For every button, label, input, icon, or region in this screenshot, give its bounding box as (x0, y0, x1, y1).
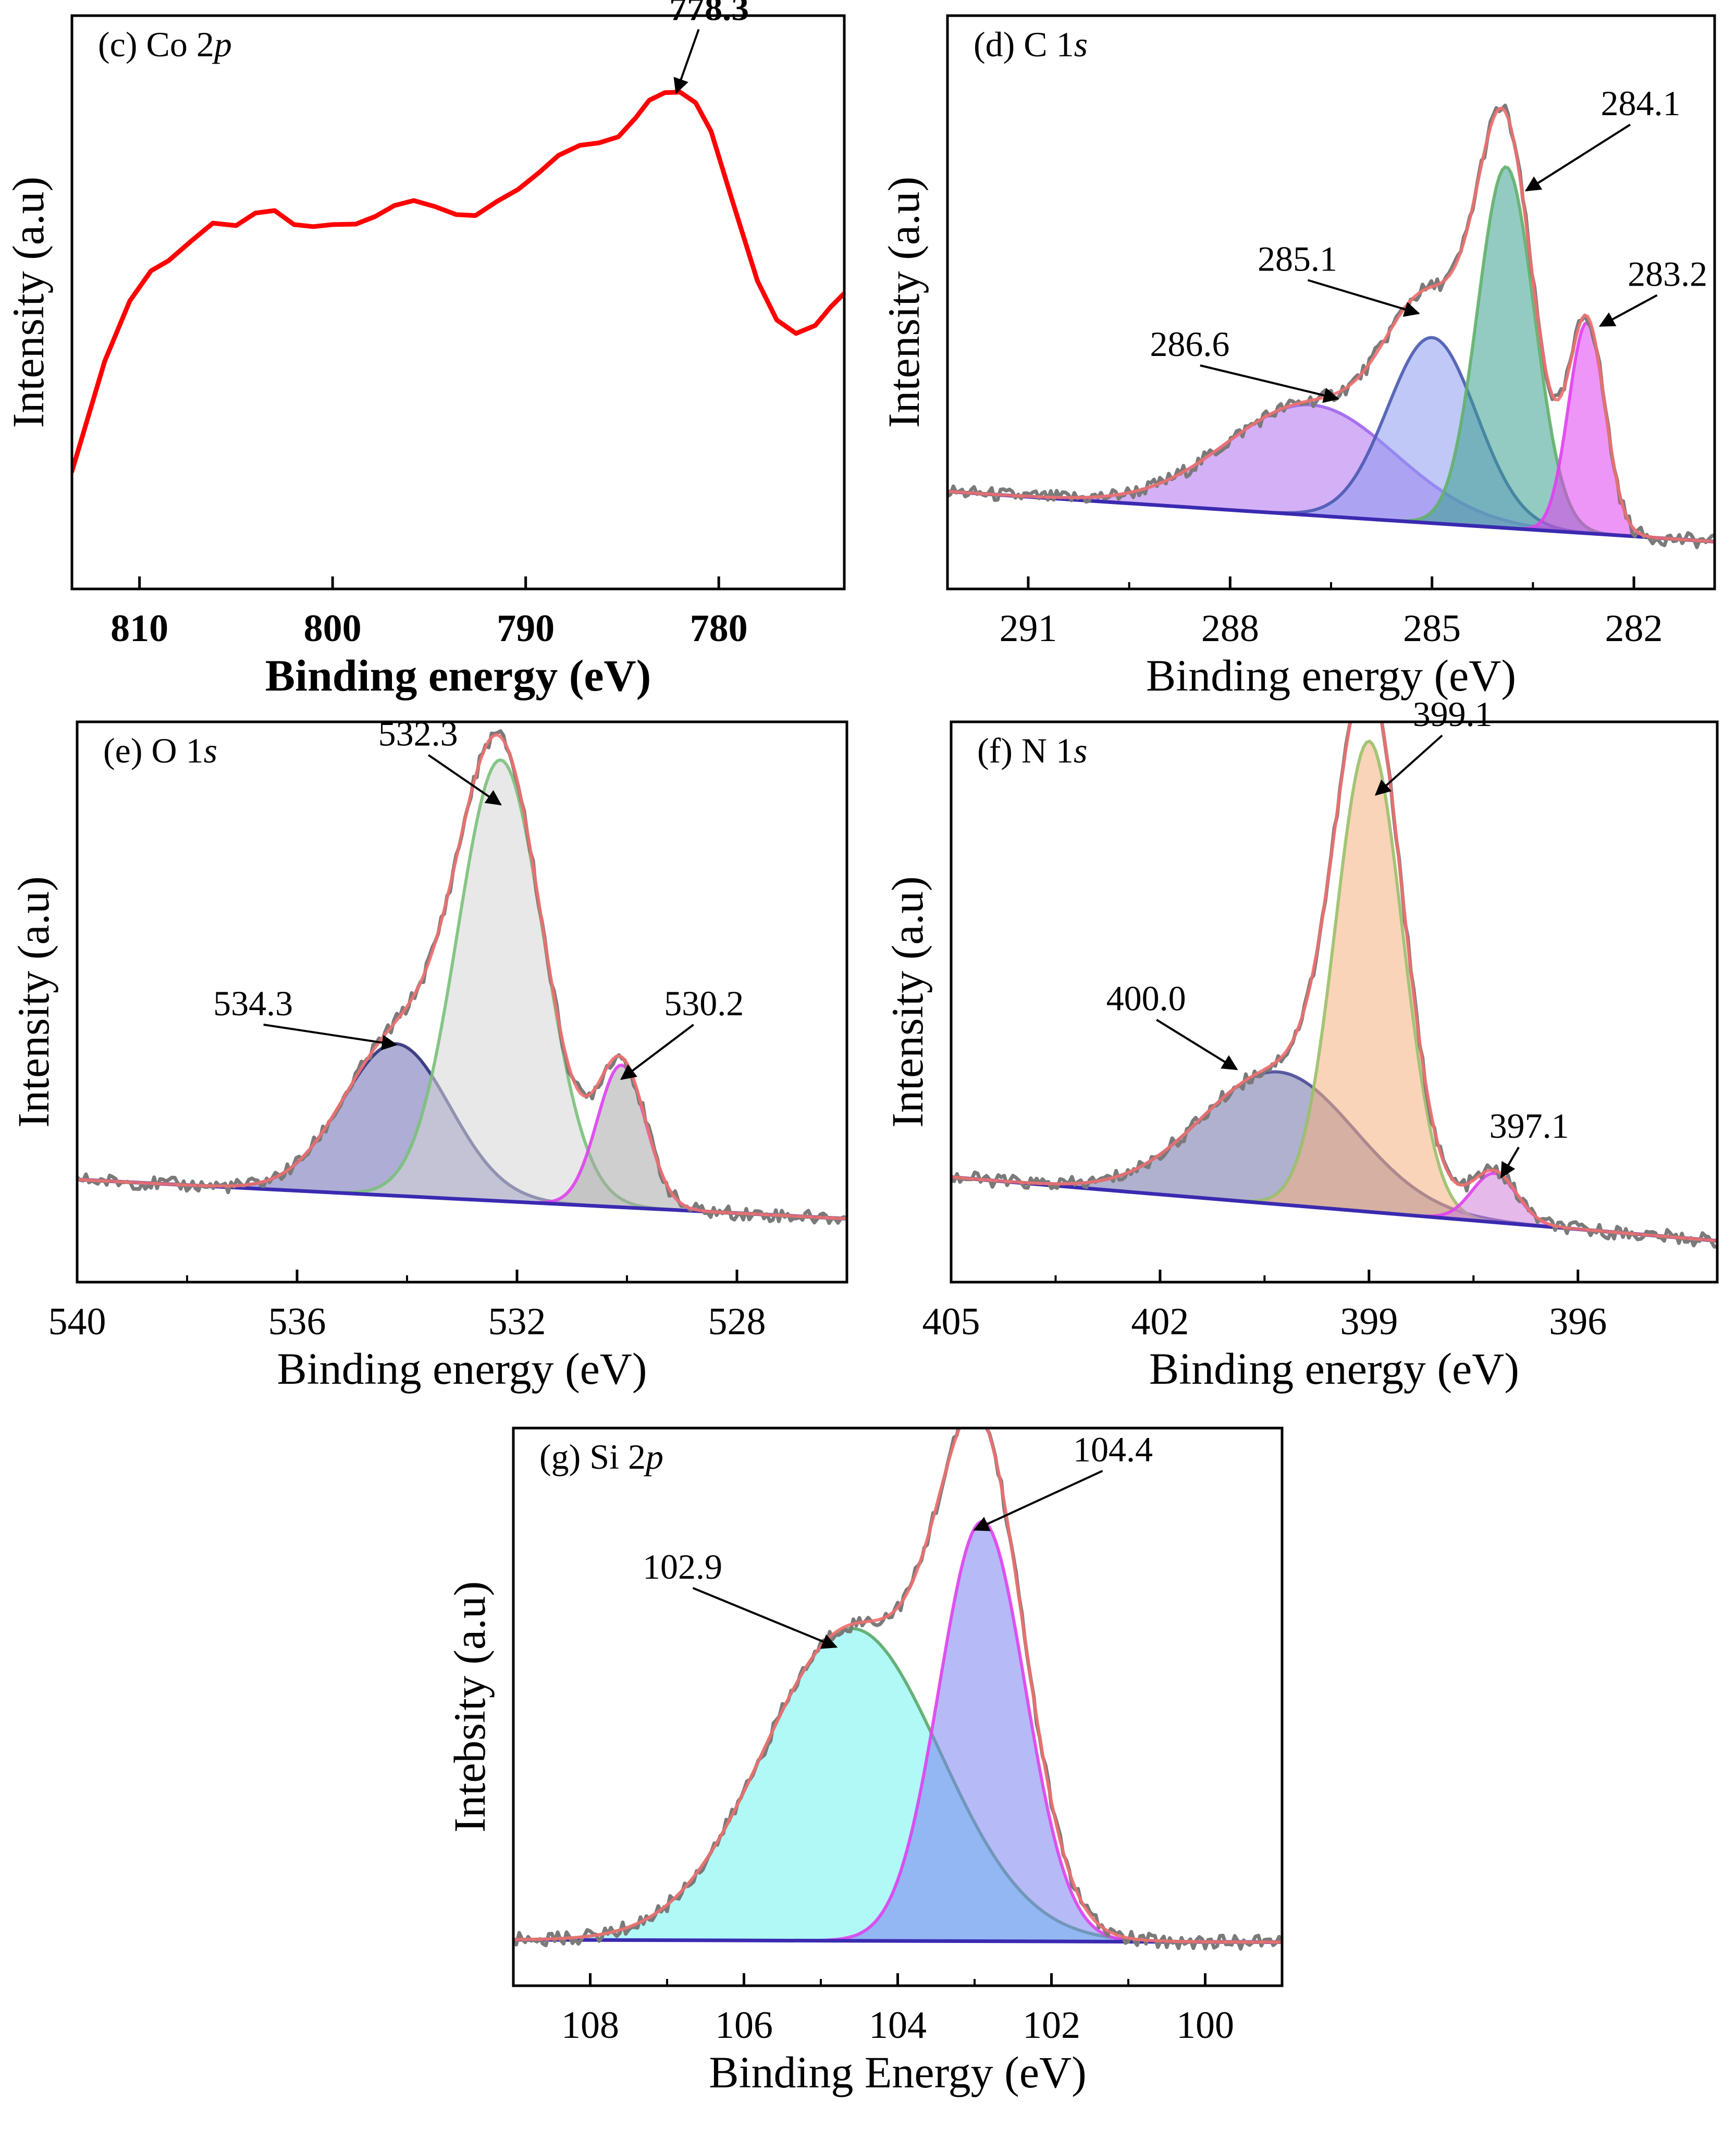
peak-label: 104.4 (1073, 1430, 1153, 1469)
plot-area (72, 90, 844, 474)
y-axis-label: Intensity (a.u) (8, 876, 58, 1127)
x-tick-label: 536 (268, 1300, 326, 1343)
x-axis-label: Binding energy (eV) (265, 650, 651, 700)
panel-title-main: (g) Si 2 (539, 1437, 646, 1477)
peak-label: 530.2 (664, 983, 744, 1023)
annotation-arrow (692, 1587, 838, 1649)
peak-label: 400.0 (1106, 979, 1186, 1018)
x-tick-label: 540 (48, 1300, 106, 1343)
background-line (947, 489, 1715, 544)
x-tick-label: 396 (1549, 1300, 1607, 1343)
panel-c: 810 800 790 780 Binding energy (eV) Intensity… (3, 0, 846, 700)
panel-title-orbital: s (1074, 731, 1087, 770)
panel-title-orbital: s (204, 731, 217, 770)
annotation-arrow (1307, 279, 1420, 317)
y-axis-label: Intensity (a.u) (879, 177, 929, 428)
plot-area (77, 729, 847, 1225)
peak-fill-1 (77, 760, 847, 1219)
x-tick-label: 104 (869, 2004, 927, 2047)
x-tick-label: 291 (999, 607, 1057, 650)
series-line (72, 90, 844, 474)
x-tick-label: 405 (922, 1300, 980, 1343)
x-axis-label: Binding energy (eV) (1146, 650, 1516, 700)
x-tick-label: 780 (690, 607, 748, 650)
annotation-arrow (973, 1470, 1103, 1531)
x-axis-label: Binding Energy (eV) (709, 2047, 1087, 2097)
annotation-arrow (673, 29, 700, 94)
panel-d: 291 288 285 282 Binding energy (eV) Intensity… (879, 14, 1716, 700)
panel-title: (f) N 1s (977, 731, 1088, 770)
peak-label: 284.1 (1600, 83, 1680, 123)
peak-label: 532.3 (378, 714, 458, 754)
panel-title: (c) Co 2p (98, 24, 232, 64)
annotation-arrow (1500, 1147, 1520, 1179)
peak-fill-2 (947, 167, 1715, 542)
panel-e: 540 536 532 528 Binding energy (eV) Intensity… (8, 714, 848, 1394)
x-axis-label: Binding energy (eV) (277, 1344, 647, 1394)
peak-fill-2 (77, 1065, 847, 1219)
x-tick-label: 532 (488, 1300, 546, 1343)
x-tick-label: 285 (1403, 607, 1461, 650)
x-tick-label: 100 (1176, 2004, 1234, 2047)
annotation-arrow (1156, 1018, 1238, 1071)
peak-label: 285.1 (1258, 239, 1337, 279)
x-tick-label: 402 (1131, 1300, 1189, 1343)
panel-title: (d) C 1s (974, 24, 1088, 64)
plot-area (513, 1428, 1282, 1951)
panel-title: (g) Si 2p (539, 1437, 663, 1477)
x-tick-label: 106 (715, 2004, 773, 2047)
panel-title-main: (e) O 1 (103, 731, 204, 770)
x-tick-label: 810 (110, 607, 168, 650)
fitted-envelope (77, 733, 847, 1221)
peak-label: 102.9 (643, 1547, 722, 1586)
y-axis-label: Intebsity (a.u) (445, 1581, 495, 1832)
peak-label: 286.6 (1150, 324, 1229, 364)
y-axis-label: Intensity (a.u) (882, 876, 932, 1127)
peak-label: 283.2 (1628, 254, 1707, 293)
y-axis-label: Intensity (a.u) (3, 177, 53, 428)
panel-title-orbital: p (212, 24, 232, 64)
fitted-envelope (513, 1428, 1282, 1944)
annotation-arrow (427, 754, 502, 806)
plot-frame (950, 720, 1719, 1284)
x-tick-label: 399 (1340, 1300, 1398, 1343)
annotation-arrow (1524, 124, 1631, 192)
panel-title-orbital: p (644, 1437, 663, 1477)
annotation-arrow (263, 1024, 398, 1051)
x-axis-label: Binding energy (eV) (1149, 1344, 1519, 1394)
plot-frame (70, 14, 846, 591)
x-tick-label: 282 (1605, 607, 1663, 650)
peak-fill-1 (951, 741, 1717, 1241)
panel-title-main: (c) Co 2 (98, 24, 214, 64)
peak-label: 778.3 (669, 0, 749, 28)
x-tick-label: 288 (1201, 607, 1259, 650)
peak-fill-0 (947, 404, 1715, 542)
plot-area (951, 722, 1717, 1249)
annotation-arrow (620, 1024, 694, 1080)
plot-area (947, 103, 1715, 549)
measured-spectrum (513, 1428, 1282, 1951)
x-tick-label: 528 (708, 1300, 766, 1343)
annotation-arrow (1200, 364, 1339, 403)
plot-frame (76, 720, 848, 1284)
panel-title-main: (d) C 1 (974, 24, 1074, 64)
panel-g: 108 106 104 102 100 Binding Energy (eV) Intebs… (445, 1426, 1284, 2097)
peak-label: 397.1 (1489, 1106, 1569, 1146)
x-tick-label: 102 (1023, 2004, 1080, 2047)
panel-f: 405 402 399 396 Binding energy (eV) Intensity… (882, 694, 1719, 1394)
peak-label: 399.1 (1413, 694, 1493, 734)
x-tick-label: 800 (304, 607, 362, 650)
annotation-arrow (1598, 294, 1658, 327)
panel-title-main: (f) N 1 (977, 731, 1074, 770)
x-tick-label: 790 (497, 607, 555, 650)
panel-title-orbital: s (1074, 24, 1088, 64)
x-tick-label: 108 (561, 2004, 619, 2047)
fitted-envelope (951, 722, 1717, 1243)
panel-title: (e) O 1s (103, 731, 217, 770)
peak-label: 534.3 (213, 983, 293, 1023)
annotation-arrow (1374, 734, 1443, 796)
